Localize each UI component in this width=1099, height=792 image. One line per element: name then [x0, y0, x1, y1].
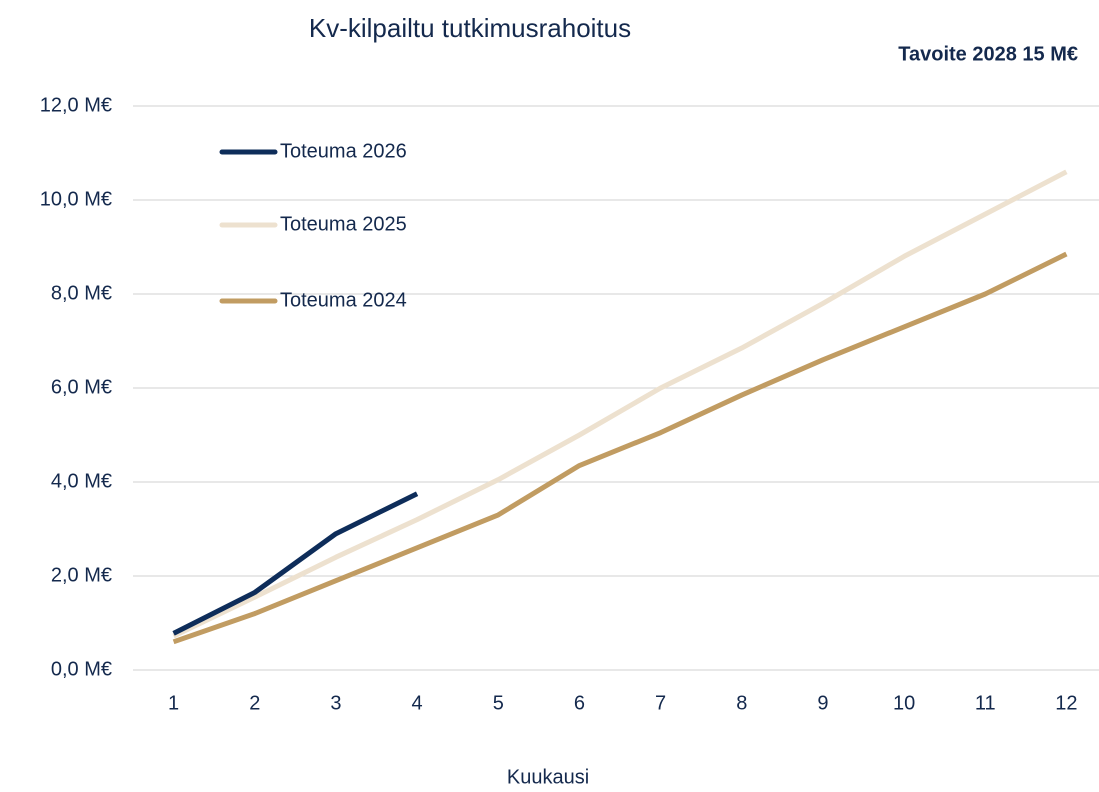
series-line	[172, 169, 1068, 639]
x-tick-label: 10	[893, 692, 915, 714]
x-tick-label: 1	[168, 692, 179, 714]
x-tick-label: 2	[249, 692, 260, 714]
y-tick-label: 6,0 M€	[51, 376, 112, 398]
legend-label: Toteuma 2025	[280, 213, 407, 235]
x-tick-label: 8	[736, 692, 747, 714]
x-tick-label: 7	[655, 692, 666, 714]
series-line	[172, 491, 419, 636]
y-tick-label: 12,0 M€	[40, 94, 112, 116]
x-tick-label: 5	[493, 692, 504, 714]
x-tick-label: 4	[412, 692, 423, 714]
x-tick-label: 12	[1055, 692, 1077, 714]
y-tick-label: 2,0 M€	[51, 564, 112, 586]
x-tick-label: 3	[330, 692, 341, 714]
legend-label: Toteuma 2026	[280, 140, 407, 162]
y-tick-label: 10,0 M€	[40, 188, 112, 210]
y-tick-label: 8,0 M€	[51, 282, 112, 304]
legend-label: Toteuma 2024	[280, 289, 407, 311]
x-axis-label: Kuukausi	[507, 766, 589, 788]
y-tick-label: 0,0 M€	[51, 658, 112, 680]
chart-title: Kv-kilpailtu tutkimusrahoitus	[309, 13, 631, 43]
y-tick-label: 4,0 M€	[51, 470, 112, 492]
x-tick-label: 6	[574, 692, 585, 714]
annotation: Tavoite 2028 15 M€	[898, 43, 1078, 65]
series-line	[172, 251, 1068, 645]
x-tick-label: 9	[817, 692, 828, 714]
x-tick-label: 11	[975, 692, 996, 714]
